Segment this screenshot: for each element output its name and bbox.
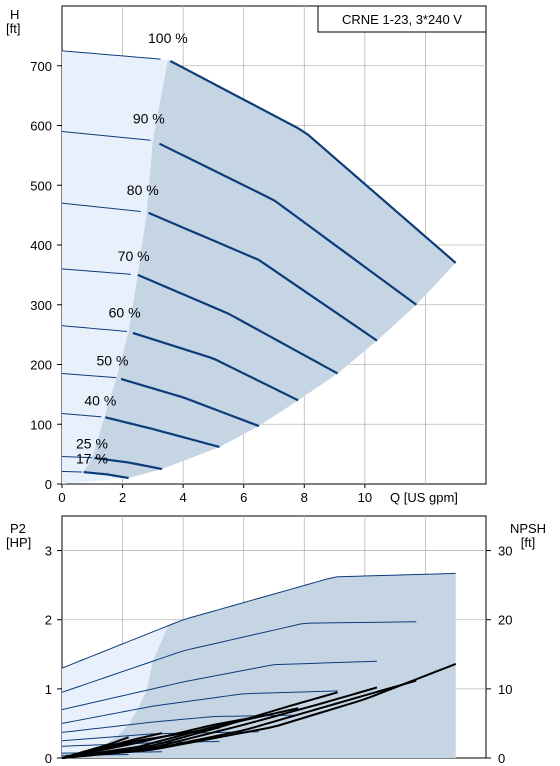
series-label: 90 % — [133, 110, 165, 126]
head-curve — [94, 456, 163, 471]
bottom-y-tick-label: 2 — [45, 613, 52, 628]
top-x-tick-label: 8 — [301, 490, 308, 505]
head-curve — [137, 273, 339, 375]
bottom-y2-tick-label: 30 — [498, 544, 512, 559]
npsh-curve — [61, 686, 378, 759]
bottom-curves — [61, 572, 457, 759]
top-region-operating — [83, 59, 456, 479]
bottom-y-tick-label: 3 — [45, 544, 52, 559]
head-curve-thin — [61, 412, 102, 418]
series-label: 100 % — [148, 30, 188, 46]
title-box — [317, 5, 487, 33]
bottom-y2-tick-label: 10 — [498, 682, 512, 697]
npsh-curve — [61, 736, 129, 759]
series-label: 80 % — [127, 182, 159, 198]
top-y-tick-label: 200 — [30, 358, 52, 373]
head-curve — [105, 416, 220, 449]
head-curve-thin — [61, 130, 151, 141]
bottom-y-tick-label: 1 — [45, 682, 52, 697]
chart-title: CRNE 1-23, 3*240 V — [342, 12, 462, 27]
top-series-labels: 100 % 90 % 80 % 70 % 60 % 50 % 40 % 25 %17 % — [76, 30, 188, 467]
bottom-y2unit: [ft] — [521, 535, 535, 550]
bottom-y2-tick-label: 20 — [498, 613, 512, 628]
bottom-y2-tick-label: 0 — [498, 751, 505, 766]
head-curve — [120, 377, 260, 428]
p2-curve — [61, 660, 377, 711]
p2-curve — [61, 572, 456, 669]
head-curve-thin — [61, 268, 131, 275]
series-label: 40 % — [84, 392, 116, 408]
series-label: 25 % — [76, 436, 108, 452]
top-yunit: [ft] — [6, 21, 20, 36]
top-ylabel: H — [10, 7, 19, 22]
top-operating-region — [62, 50, 456, 484]
top-x-tick-label: 6 — [240, 490, 247, 505]
bottom-yunit: [HP] — [6, 535, 31, 550]
head-curve — [83, 471, 129, 480]
head-curve — [148, 211, 378, 342]
bottom-ylabel: P2 — [10, 521, 26, 536]
top-curves — [61, 50, 457, 480]
p2-curve — [61, 621, 417, 693]
top-xlabel: Q [US gpm] — [390, 490, 458, 505]
head-curve-thin — [61, 325, 128, 332]
top-x-tick-label: 0 — [58, 490, 65, 505]
top-y-tick-label: 0 — [45, 477, 52, 492]
p2-curve — [61, 690, 338, 724]
top-y-tick-label: 600 — [30, 119, 52, 134]
head-curve-panel: 100 % 90 % 80 % 70 % 60 % 50 % 40 % 25 %17 % 0 2… — [6, 5, 487, 505]
head-curve — [169, 59, 457, 264]
series-label: 70 % — [118, 248, 150, 264]
bottom-y-tick-label: 0 — [45, 751, 52, 766]
top-y-tick-label: 300 — [30, 298, 52, 313]
top-y-tick-label: 100 — [30, 417, 52, 432]
series-label: 17 % — [76, 450, 108, 466]
top-x-tick-label: 4 — [180, 490, 187, 505]
top-x-tick-label: 2 — [119, 490, 126, 505]
head-curve — [132, 331, 299, 402]
top-y-tick-label: 400 — [30, 238, 52, 253]
top-y-tick-label: 700 — [30, 59, 52, 74]
head-curve-thin — [61, 372, 117, 379]
head-curve-thin — [61, 202, 141, 212]
head-curve-thin — [61, 470, 83, 473]
top-y-tick-label: 500 — [30, 178, 52, 193]
head-curve-thin — [61, 50, 161, 60]
head-curve-thin — [61, 456, 93, 459]
bottom-y2label: NPSH — [510, 521, 546, 536]
head-curve — [158, 142, 417, 306]
top-x-tick-label: 10 — [358, 490, 372, 505]
series-label: 60 % — [109, 305, 141, 321]
series-label: 50 % — [97, 352, 129, 368]
